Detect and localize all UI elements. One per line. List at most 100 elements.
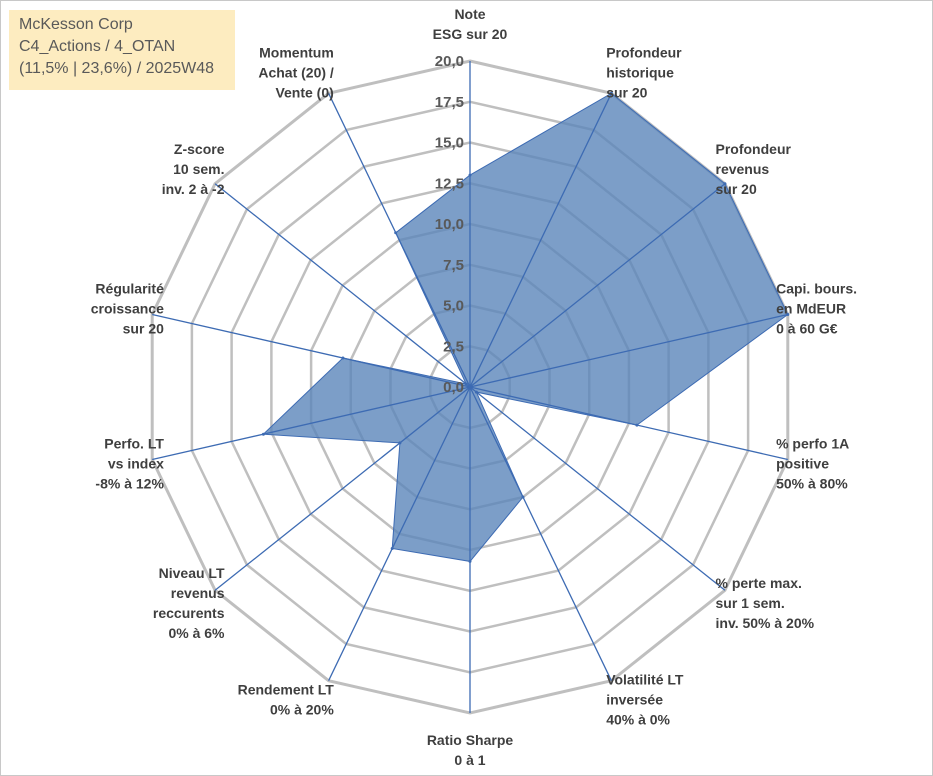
axis-label-line: 0 à 60 G€ [776,321,838,337]
axis-label-line: ESG sur 20 [433,26,508,42]
tick-label: 17,5 [435,94,464,111]
axis-label-line: % perfo 1A [776,435,849,451]
axis-label-line: 0 à 1 [454,752,485,768]
tick-label: 2,5 [443,338,464,355]
tick-label: 12,5 [435,175,464,192]
spoke [469,93,612,388]
axis-label-line: Perfo. LT [104,435,164,451]
axis-label-line: % perte max. [716,575,802,591]
spoke [214,386,471,591]
axis-label-line: sur 20 [716,181,757,197]
data-point [786,313,790,316]
data-point [468,559,472,563]
tick-label: 0,0 [443,379,464,396]
spoke [152,386,471,461]
axis-label: Z-score 10 sem. inv. 2 à -2 [162,141,225,197]
axis-label: % perte max. sur 1 sem. inv. 50% à 20% [716,575,815,631]
axis-label: % perfo 1A positive 50% à 80% [776,435,849,491]
axis-label-line: en MdEUR [776,301,846,317]
tick-label: 15,0 [435,135,464,152]
tick-label: 5,0 [443,298,464,315]
spoke [214,183,471,388]
axis-label-line: historique [606,65,674,81]
axis-label-line: Ratio Sharpe [427,732,514,748]
spoke [469,313,788,388]
data-points [261,91,790,563]
spokes [152,61,788,713]
axis-label-line: Vente (0) [275,85,333,101]
axis-label-line: sur 1 sem. [716,595,785,611]
axis-label-line: Rendement LT [238,682,335,698]
axis-label-line: Profondeur [606,45,682,61]
axis-label-line: sur 20 [123,321,164,337]
spoke [328,93,471,388]
axis-label-line: 50% à 80% [776,475,848,491]
axis-label-line: reccurents [153,605,225,621]
axis-label: Rendement LT 0% à 20% [238,682,335,718]
axis-label-line: inv. 2 à -2 [162,181,225,197]
axis-label: Profondeur historique sur 20 [606,45,682,101]
axis-label-line: revenus [716,161,770,177]
axis-label-line: Z-score [174,141,225,157]
axis-label-line: Capi. bours. [776,281,857,297]
spoke [469,386,612,681]
axis-label-line: 40% à 0% [606,712,670,728]
axis-label: Capi. bours. en MdEUR 0 à 60 G€ [776,281,857,337]
axis-label-line: 0% à 6% [168,625,225,641]
axis-label-line: 10 sem. [173,161,224,177]
axis-label-line: croissance [91,301,164,317]
tick-label: 20,0 [435,53,464,70]
axis-label: Momentum Achat (20) / Vente (0) [258,45,334,101]
spoke [328,386,471,681]
axis-label: Niveau LT revenus reccurents 0% à 6% [153,565,225,641]
data-point [390,547,394,550]
data-point [723,182,727,186]
axis-label-line: Momentum [259,45,334,61]
axis-label: Ratio Sharpe 0 à 1 [427,732,514,768]
axis-label-line: vs index [108,455,164,471]
data-point [635,423,639,427]
axis-label-line: Volatilité LT [606,672,684,688]
axis-label-line: sur 20 [606,85,647,101]
axis-label: Profondeur revenus sur 20 [716,141,792,197]
spoke [152,313,471,388]
data-point [464,382,468,386]
axis-label-line: Niveau LT [159,565,225,581]
data-point [468,173,472,177]
axis-label-line: Note [454,6,485,22]
axis-label-line: inv. 50% à 20% [716,615,815,631]
axis-label: Régularité croissance sur 20 [91,281,164,337]
axis-label: Note ESG sur 20 [433,6,508,42]
axis-label-line: Achat (20) / [258,65,334,81]
spoke [469,386,788,461]
info-box: McKesson Corp C4_Actions / 4_OTAN (11,5%… [9,10,235,90]
data-point [261,432,265,436]
axis-label: Perfo. LT vs index -8% à 12% [95,435,164,491]
data-area [262,92,789,562]
axis-label-line: Régularité [95,281,164,297]
info-company: McKesson Corp [19,16,133,33]
axis-label-line: -8% à 12% [95,475,164,491]
axis-label-line: Profondeur [716,141,792,157]
data-point [398,441,402,445]
spoke [469,183,726,388]
spoke [469,386,726,591]
axis-label-line: 0% à 20% [270,702,334,718]
tick-labels: 0,0 2,5 5,0 7,5 10,0 12,5 15,0 17,5 20,0 [435,53,464,396]
axis-label-line: revenus [171,585,225,601]
axis-label: Volatilité LT inversée 40% à 0% [606,672,684,728]
data-point [474,390,478,394]
axis-label-line: inversée [606,692,663,708]
axis-labels: Note ESG sur 20 Profondeur historique sur 20… [91,6,857,768]
data-point [609,91,613,95]
tick-label: 7,5 [443,257,464,274]
data-point [521,495,525,499]
axis-label-line: positive [776,455,829,471]
tick-label: 10,0 [435,216,464,233]
info-stats: (11,5% | 23,6%) / 2025W48 [19,60,215,77]
data-point [394,231,398,235]
data-point [341,356,345,360]
info-category: C4_Actions / 4_OTAN [19,38,176,55]
